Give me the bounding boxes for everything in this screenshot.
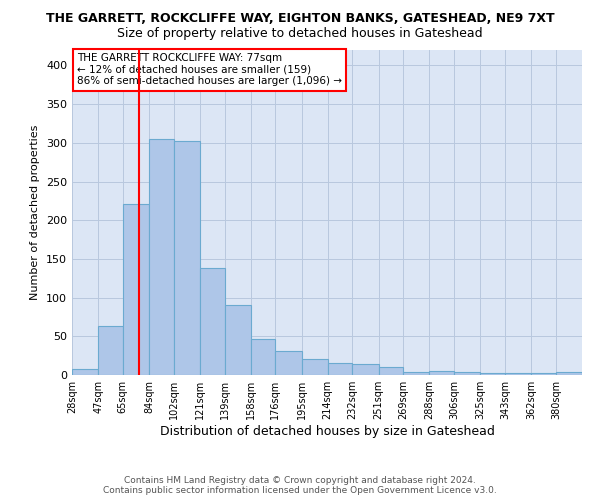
Text: Contains HM Land Registry data © Crown copyright and database right 2024.
Contai: Contains HM Land Registry data © Crown c…	[103, 476, 497, 495]
Bar	[480, 374, 505, 375]
Bar	[251, 340, 275, 375]
Bar	[556, 372, 582, 375]
Bar	[505, 372, 531, 375]
Bar	[379, 368, 403, 375]
Bar	[224, 306, 251, 375]
Text: THE GARRETT ROCKCLIFFE WAY: 77sqm
← 12% of detached houses are smaller (159)
86%: THE GARRETT ROCKCLIFFE WAY: 77sqm ← 12% …	[77, 53, 342, 86]
Bar	[352, 364, 379, 375]
Text: Size of property relative to detached houses in Gateshead: Size of property relative to detached ho…	[117, 28, 483, 40]
Bar	[328, 364, 352, 375]
Bar	[98, 326, 123, 375]
Y-axis label: Number of detached properties: Number of detached properties	[31, 125, 40, 300]
Bar	[123, 204, 149, 375]
Bar	[174, 142, 200, 375]
Bar	[149, 139, 174, 375]
Bar	[403, 372, 430, 375]
Bar	[454, 372, 480, 375]
Bar	[302, 359, 328, 375]
Bar	[275, 351, 302, 375]
Text: THE GARRETT, ROCKCLIFFE WAY, EIGHTON BANKS, GATESHEAD, NE9 7XT: THE GARRETT, ROCKCLIFFE WAY, EIGHTON BAN…	[46, 12, 554, 26]
Bar	[72, 369, 98, 375]
Bar	[430, 371, 454, 375]
Bar	[200, 268, 224, 375]
Bar	[531, 374, 556, 375]
X-axis label: Distribution of detached houses by size in Gateshead: Distribution of detached houses by size …	[160, 425, 494, 438]
